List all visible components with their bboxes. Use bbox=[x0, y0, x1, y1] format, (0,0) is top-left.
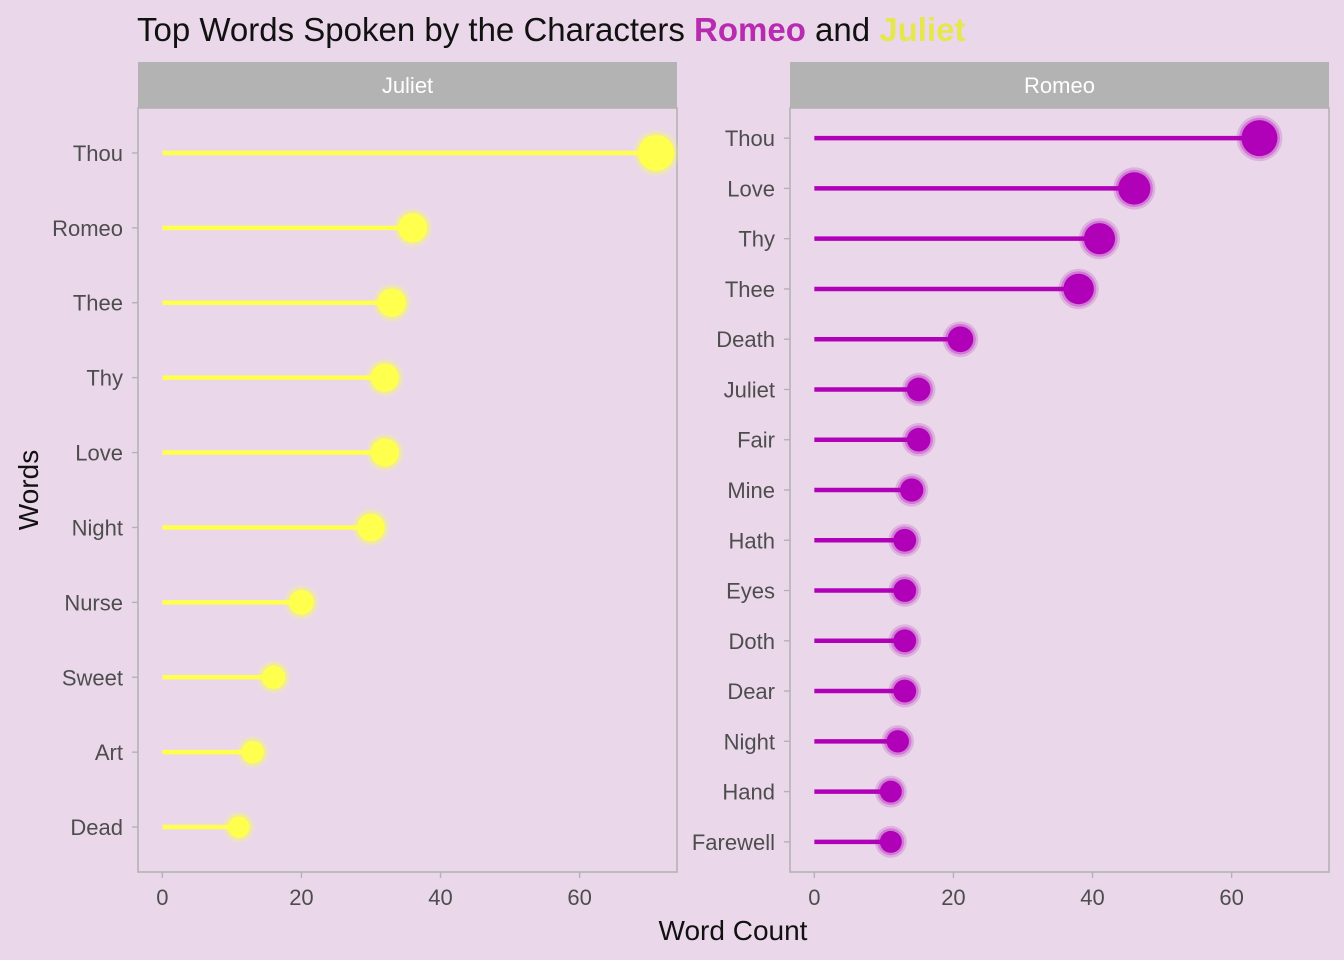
x-tick-label-romeo-40: 40 bbox=[1080, 885, 1104, 910]
y-tick-label-juliet-thee: Thee bbox=[73, 291, 123, 316]
point-juliet-art bbox=[241, 741, 264, 764]
point-juliet-night bbox=[357, 513, 385, 542]
point-juliet-romeo bbox=[398, 213, 428, 243]
strip-label-juliet: Juliet bbox=[382, 73, 433, 98]
x-tick-label-juliet-20: 20 bbox=[289, 885, 313, 910]
strip-label-romeo: Romeo bbox=[1024, 73, 1095, 98]
y-tick-label-juliet-thou: Thou bbox=[73, 141, 123, 166]
y-tick-label-romeo-juliet: Juliet bbox=[724, 377, 775, 402]
y-tick-label-romeo-fair: Fair bbox=[737, 428, 775, 453]
y-tick-label-romeo-thou: Thou bbox=[725, 126, 775, 151]
point-juliet-thee bbox=[377, 288, 407, 317]
y-tick-label-juliet-love: Love bbox=[75, 441, 123, 466]
strip-romeo bbox=[790, 62, 1329, 108]
y-tick-label-romeo-doth: Doth bbox=[729, 629, 775, 654]
point-romeo-hand bbox=[879, 780, 902, 803]
x-axis-title: Word Count bbox=[659, 915, 808, 946]
y-tick-label-romeo-thy: Thy bbox=[738, 227, 775, 252]
y-tick-label-juliet-thy: Thy bbox=[86, 366, 123, 391]
point-juliet-nurse bbox=[289, 589, 314, 615]
y-tick-label-juliet-romeo: Romeo bbox=[52, 216, 123, 241]
y-tick-label-romeo-death: Death bbox=[716, 327, 775, 352]
panel-juliet: Juliet 0 20 40 60 Thou Romeo Thee Thy Love Night Nu… bbox=[52, 62, 680, 910]
point-romeo-thou bbox=[1241, 120, 1278, 157]
strip-juliet bbox=[138, 62, 677, 108]
y-tick-label-juliet-sweet: Sweet bbox=[62, 665, 123, 690]
y-tick-label-romeo-hath: Hath bbox=[729, 528, 775, 553]
panel-romeo: Romeo 0 20 40 60 Thou Love Thy Thee Death Juliet Fa… bbox=[692, 62, 1330, 910]
title-juliet: Juliet bbox=[879, 11, 965, 48]
point-juliet-thy bbox=[370, 363, 399, 392]
x-tick-label-romeo-60: 60 bbox=[1219, 885, 1243, 910]
x-tick-label-juliet-60: 60 bbox=[567, 885, 591, 910]
y-tick-label-romeo-hand: Hand bbox=[722, 780, 775, 805]
panel-border-juliet bbox=[137, 107, 678, 873]
y-tick-label-romeo-farewell: Farewell bbox=[692, 830, 775, 855]
y-tick-label-romeo-thee: Thee bbox=[725, 277, 775, 302]
point-romeo-thy bbox=[1083, 223, 1116, 255]
point-juliet-thou bbox=[638, 134, 675, 171]
chart-title: Top Words Spoken by the Characters Romeo… bbox=[137, 11, 965, 48]
x-tick-label-juliet-40: 40 bbox=[428, 885, 452, 910]
point-romeo-night bbox=[886, 730, 909, 753]
y-tick-label-romeo-love: Love bbox=[727, 176, 775, 201]
x-tick-label-romeo-20: 20 bbox=[941, 885, 965, 910]
point-romeo-farewell bbox=[879, 830, 902, 853]
y-axis-title: Words bbox=[13, 450, 44, 530]
point-romeo-thee bbox=[1063, 273, 1094, 305]
point-romeo-death bbox=[947, 326, 974, 353]
x-tick-label-romeo-0: 0 bbox=[808, 885, 820, 910]
point-romeo-dear bbox=[893, 679, 917, 703]
point-romeo-love bbox=[1118, 172, 1151, 205]
y-tick-label-romeo-night: Night bbox=[724, 729, 775, 754]
y-tick-label-juliet-night: Night bbox=[72, 515, 123, 540]
point-romeo-hath bbox=[893, 528, 917, 552]
title-romeo: Romeo bbox=[694, 11, 806, 48]
y-tick-label-romeo-dear: Dear bbox=[727, 679, 775, 704]
point-romeo-fair bbox=[906, 427, 931, 452]
point-romeo-doth bbox=[893, 629, 917, 653]
x-tick-label-juliet-0: 0 bbox=[156, 885, 168, 910]
point-romeo-eyes bbox=[893, 579, 917, 602]
title-middle: and bbox=[806, 11, 879, 48]
y-tick-label-juliet-dead: Dead bbox=[70, 815, 123, 840]
y-tick-label-romeo-eyes: Eyes bbox=[726, 579, 775, 604]
y-tick-label-juliet-nurse: Nurse bbox=[64, 590, 123, 615]
point-juliet-sweet bbox=[261, 665, 286, 689]
y-tick-label-juliet-art: Art bbox=[95, 740, 123, 765]
point-juliet-dead bbox=[228, 816, 250, 838]
panels-group: Juliet 0 20 40 60 Thou Romeo Thee Thy Love Night Nu… bbox=[52, 62, 1330, 910]
point-romeo-juliet bbox=[906, 377, 931, 402]
point-juliet-love bbox=[370, 438, 399, 467]
y-tick-label-romeo-mine: Mine bbox=[727, 478, 775, 503]
title-prefix: Top Words Spoken by the Characters bbox=[137, 11, 694, 48]
point-romeo-mine bbox=[900, 478, 924, 502]
